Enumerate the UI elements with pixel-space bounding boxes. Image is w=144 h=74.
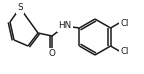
Text: Cl: Cl [120,46,129,56]
Text: HN: HN [58,22,72,30]
Text: O: O [49,50,55,59]
Text: Cl: Cl [120,18,129,28]
Text: S: S [17,3,23,13]
